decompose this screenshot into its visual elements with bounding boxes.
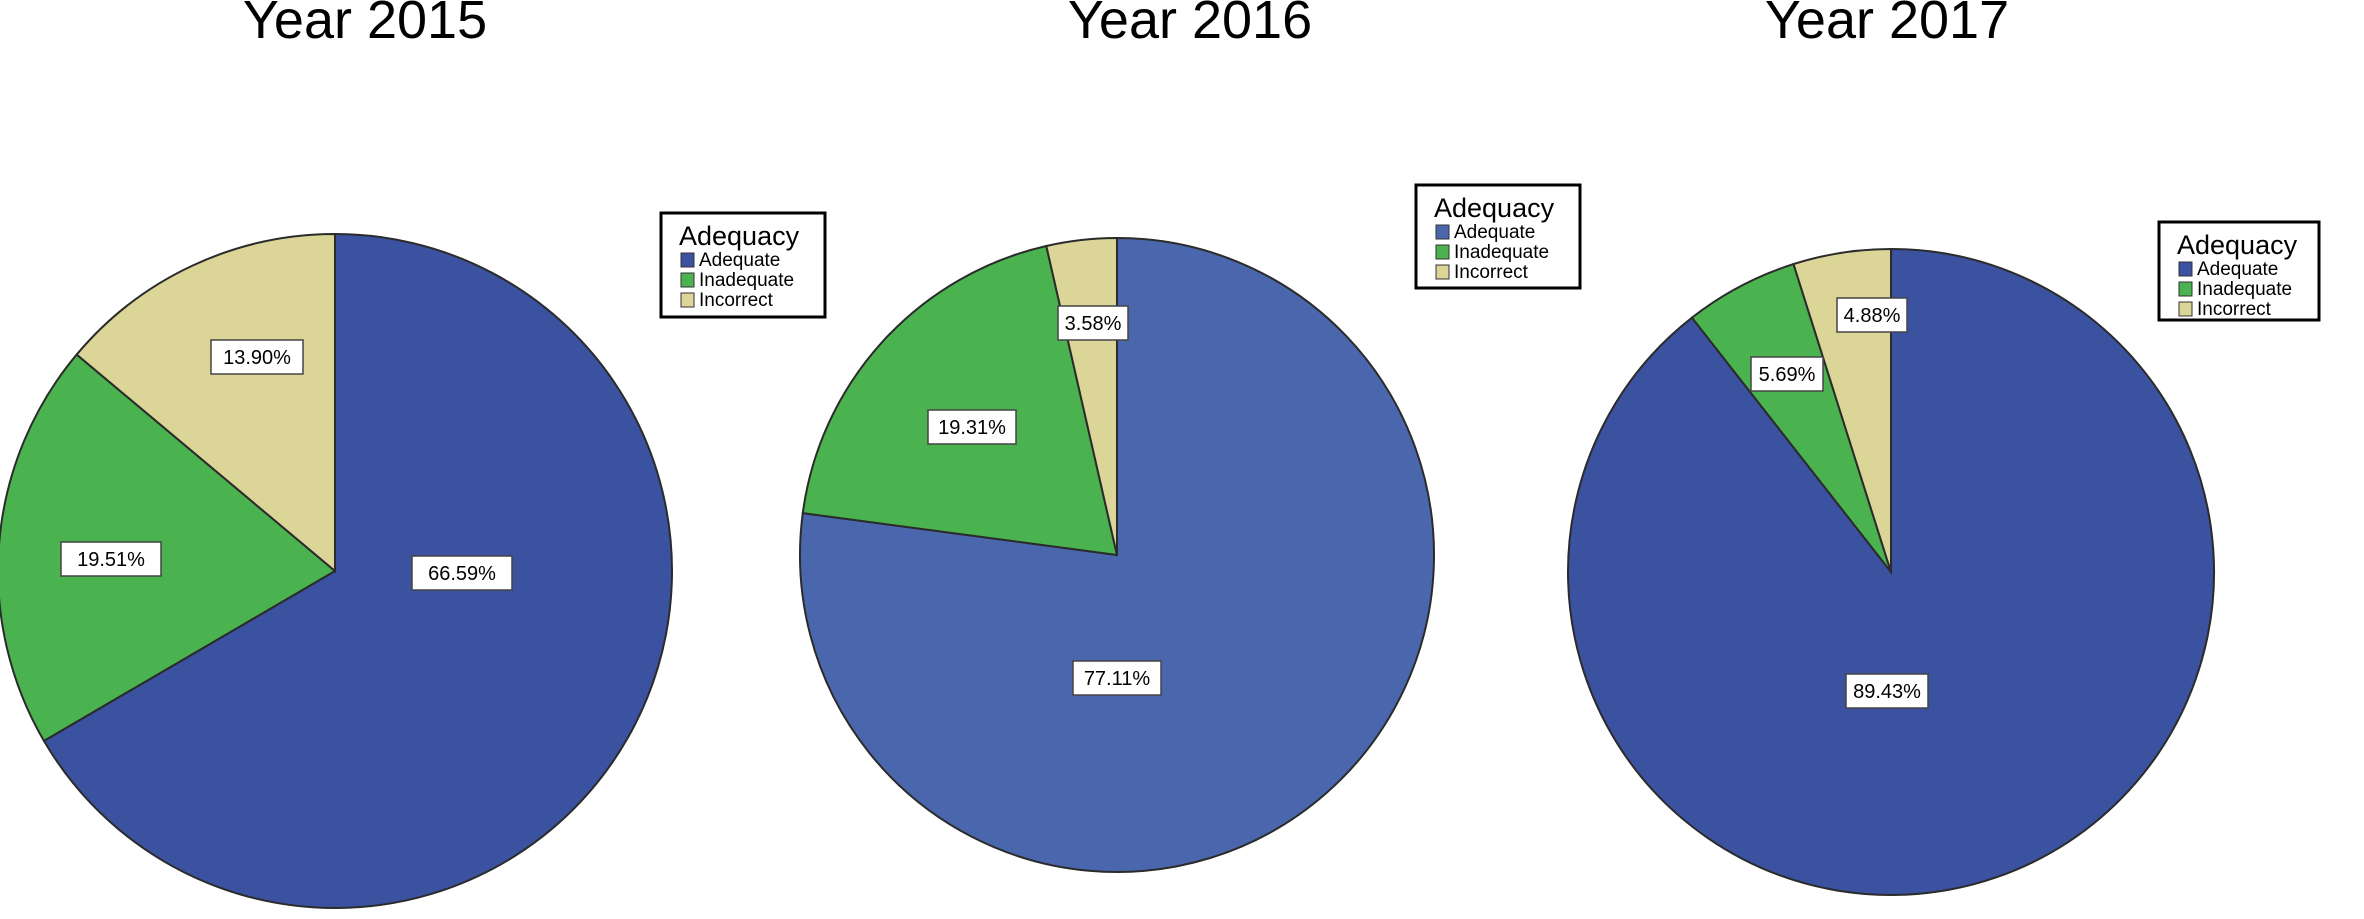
data-label-incorrect: 3.58% — [1057, 305, 1129, 341]
legend-swatch-adequate — [1435, 224, 1450, 240]
data-label-text: 77.11% — [1084, 668, 1151, 690]
legend-title: Adequacy — [679, 221, 800, 251]
legend-item-incorrect: Incorrect — [699, 290, 774, 311]
data-label-box — [411, 555, 513, 591]
pie-slice-inadequate — [0, 353, 337, 743]
data-label-box — [60, 541, 162, 577]
data-label-box — [1750, 356, 1824, 392]
legend-item-inadequate: Inadequate — [2197, 279, 2292, 300]
pie-slice-incorrect — [75, 232, 336, 574]
data-label-box — [1845, 673, 1929, 709]
legend-item-adequate: Adequate — [699, 250, 780, 271]
data-label-text: 5.69% — [1759, 364, 1816, 386]
data-label-text: 13.90% — [223, 347, 291, 369]
data-label-incorrect: 13.90% — [210, 339, 304, 375]
pie-slice-adequate — [799, 236, 1435, 873]
data-label-text: 3.58% — [1065, 313, 1122, 335]
legend-swatch-incorrect — [1435, 264, 1450, 280]
pie-slice-adequate — [42, 232, 673, 909]
data-label-text: 19.31% — [938, 417, 1006, 439]
pie-chart-1: Year 2015 66.59% 19.51% 13.90% AdequacyAdequ… — [0, 0, 827, 909]
legend-title: Adequacy — [1434, 193, 1555, 223]
data-label-inadequate: 19.51% — [60, 541, 162, 577]
data-label-inadequate: 19.31% — [927, 409, 1017, 445]
legend-item-inadequate: Inadequate — [1454, 242, 1549, 263]
data-label-box — [1836, 297, 1908, 333]
legend-swatch-adequate — [680, 252, 695, 268]
legend-item-adequate: Adequate — [1454, 222, 1535, 243]
data-label-incorrect: 4.88% — [1836, 297, 1908, 333]
pie-slice-inadequate — [801, 244, 1119, 557]
data-label-inadequate: 5.69% — [1750, 356, 1824, 392]
data-label-box — [210, 339, 304, 375]
legend-item-inadequate: Inadequate — [699, 270, 794, 291]
pie-chart-2: Year 2016 77.11% 19.31% 3.58% AdequacyAdequa… — [799, 0, 1582, 873]
chart-title: Year 2017 — [1765, 0, 2009, 50]
legend-swatch-inadequate — [680, 272, 695, 288]
legend-item-adequate: Adequate — [2197, 259, 2278, 280]
legend-swatch-adequate — [2178, 261, 2193, 277]
data-label-text: 66.59% — [428, 563, 496, 585]
data-label-box — [927, 409, 1017, 445]
data-label-box — [1057, 305, 1129, 341]
legend-item-incorrect: Incorrect — [2197, 299, 2272, 320]
legend-swatch-incorrect — [680, 292, 695, 308]
legend-title: Adequacy — [2177, 230, 2298, 260]
data-label-text: 89.43% — [1853, 681, 1921, 703]
data-label-text: 4.88% — [1844, 305, 1901, 327]
data-label-text: 19.51% — [77, 549, 145, 571]
data-label-adequate: 66.59% — [411, 555, 513, 591]
chart-title: Year 2015 — [243, 0, 487, 50]
pie-chart-3: Year 2017 89.43% 5.69% 4.88% AdequacyAdequat… — [1567, 0, 2321, 896]
legend-swatch-inadequate — [1435, 244, 1450, 260]
data-label-adequate: 89.43% — [1845, 673, 1929, 709]
chart-title: Year 2016 — [1068, 0, 1312, 50]
data-label-adequate: 77.11% — [1072, 660, 1162, 696]
legend-swatch-inadequate — [2178, 281, 2193, 297]
legend-swatch-incorrect — [2178, 301, 2193, 317]
legend-item-incorrect: Incorrect — [1454, 262, 1529, 283]
data-label-box — [1072, 660, 1162, 696]
